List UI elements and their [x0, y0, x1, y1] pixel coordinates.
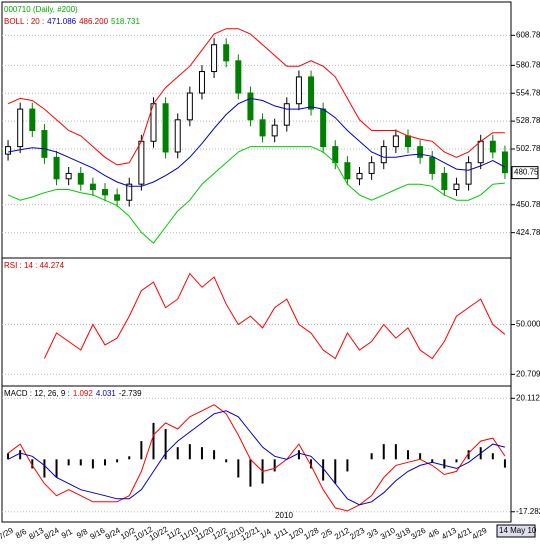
x-tick-label: 8/24 — [43, 526, 61, 542]
y-tick-label: 20.709 — [516, 369, 540, 378]
panel-frame — [1, 1, 512, 259]
candle-body — [368, 162, 375, 174]
series-line — [8, 97, 506, 187]
candle-body — [392, 135, 399, 148]
y-tick-label: 424.78 — [516, 228, 540, 237]
candle-body — [344, 162, 351, 180]
x-tick-label: 4/29 — [471, 526, 489, 542]
candle-body — [271, 124, 278, 137]
legend-value: -2.739 — [119, 389, 142, 398]
legend-value: 1.092 — [73, 389, 94, 398]
legend-label: BOLL : 20 : — [4, 17, 44, 26]
y-tick-label: 502.78 — [516, 144, 540, 153]
panel-title: MACD : 12, 26, 9 : — [4, 389, 70, 398]
x-tick-label: 2/23 — [348, 526, 366, 542]
candle-body — [320, 108, 327, 148]
legend-value: 4.031 — [96, 389, 117, 398]
end-date-label: 14 May 10 — [499, 526, 537, 535]
candle-body — [429, 156, 436, 174]
series-line — [7, 404, 506, 512]
candle-body — [53, 156, 60, 180]
candle-body — [223, 44, 230, 62]
y-tick-label: 20.112 — [516, 393, 540, 402]
candle-body — [308, 76, 315, 110]
candle-body — [29, 108, 36, 132]
legend-value: 518.731 — [111, 17, 140, 26]
y-tick-label: 528.78 — [516, 116, 540, 125]
y-tick-label: 580.78 — [516, 60, 540, 69]
candle-body — [17, 108, 24, 148]
candle-body — [65, 172, 72, 180]
y-tick-label: -17.282 — [516, 507, 540, 516]
panel-frame — [1, 385, 512, 523]
year-label: 2010 — [275, 511, 293, 520]
candle-body — [114, 194, 121, 201]
series-line — [7, 146, 505, 244]
candle-body — [235, 60, 242, 94]
candle-body — [138, 140, 145, 185]
candle-body — [102, 189, 109, 196]
end-date-box — [496, 524, 536, 538]
candle-body — [247, 92, 254, 121]
candle-body — [380, 146, 387, 164]
series-line — [43, 272, 506, 360]
y-tick-label: 608.78 — [516, 30, 540, 39]
candle-body — [5, 146, 12, 155]
x-tick-label: 1/4 — [259, 527, 274, 541]
series-line — [7, 410, 506, 506]
candle-body — [89, 183, 96, 191]
y-tick-label: 50.000 — [516, 320, 540, 329]
candle-body — [211, 44, 218, 73]
candle-body — [489, 140, 496, 153]
candle-body — [441, 172, 448, 191]
candle-body — [465, 162, 472, 185]
y-tick-label: 450.78 — [516, 200, 540, 209]
candle-body — [198, 71, 205, 94]
candle-body — [404, 135, 411, 148]
last-price-label: 480.75 — [514, 168, 539, 177]
x-tick-label: 1/28 — [302, 526, 320, 542]
candle-body — [162, 103, 169, 153]
candle-body — [174, 119, 181, 153]
x-tick-label: 3/26 — [409, 526, 427, 542]
candle-body — [501, 151, 508, 174]
candle-body — [283, 103, 290, 126]
candle-body — [126, 183, 133, 201]
candle-body — [186, 92, 193, 121]
candle-body — [417, 146, 424, 158]
last-price-box — [511, 166, 539, 180]
legend-value: 471.086 — [47, 17, 76, 26]
candle-body — [356, 172, 363, 180]
candle-body — [453, 183, 460, 191]
candle-body — [259, 119, 266, 137]
x-tick-label: 7/29 — [0, 526, 15, 542]
candle-body — [477, 140, 484, 164]
y-tick-label: 554.78 — [516, 88, 540, 97]
series-line — [7, 28, 505, 166]
candle-body — [77, 172, 84, 185]
x-tick-label: 9/1 — [60, 527, 75, 541]
candle-body — [295, 76, 302, 105]
panel-title: RSI : 14 : 44.274 — [4, 261, 65, 270]
candle-body — [332, 146, 339, 164]
chart-title: 000710 (Daily, #200) — [4, 5, 78, 14]
candle-body — [41, 130, 48, 158]
legend-value: 486.200 — [79, 17, 108, 26]
